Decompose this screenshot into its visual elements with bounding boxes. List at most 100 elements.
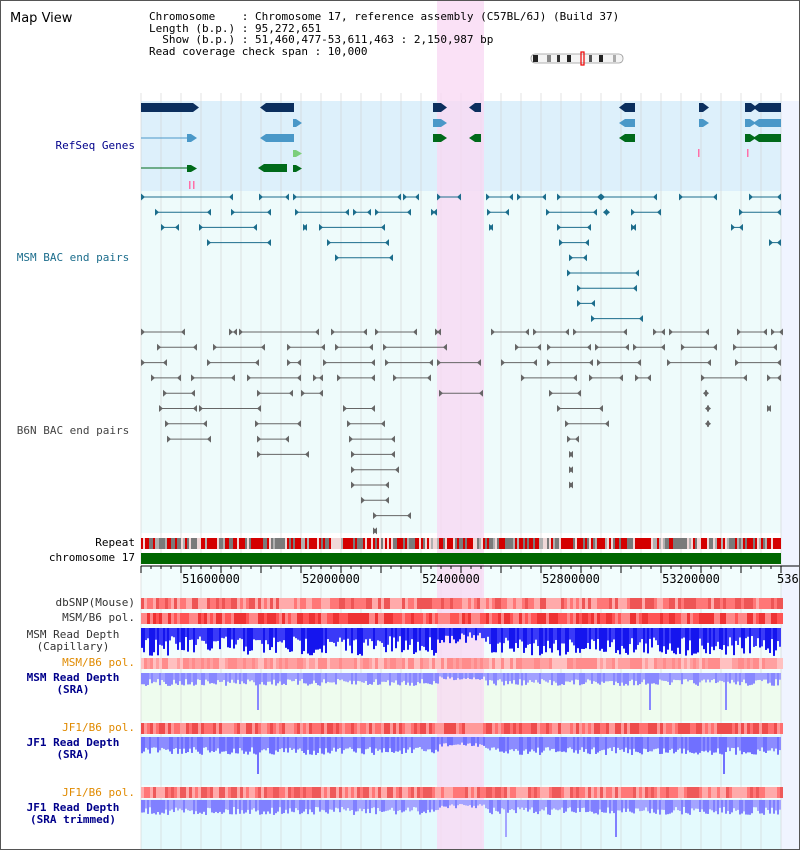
polymorphism-cell — [177, 658, 180, 669]
repeat-element — [255, 538, 257, 549]
polymorphism-cell — [222, 613, 225, 624]
bac-end — [567, 269, 571, 277]
read-depth-bar — [615, 673, 617, 682]
read-depth-bar — [475, 673, 477, 680]
repeat-element — [485, 538, 487, 549]
polymorphism-cell — [147, 598, 150, 609]
track-label-msm-bac[interactable]: MSM BAC end pairs — [16, 251, 130, 264]
repeat-element — [547, 538, 549, 549]
polymorphism-cell — [207, 723, 210, 734]
track-label-refseq[interactable]: RefSeq Genes — [55, 139, 135, 152]
read-depth-bar — [667, 673, 669, 682]
polymorphism-cell — [321, 613, 324, 624]
read-depth-bar — [427, 673, 429, 684]
repeat-element — [553, 538, 555, 549]
bac-end — [569, 481, 573, 489]
polymorphism-cell — [234, 787, 237, 798]
bac-end — [767, 405, 771, 412]
read-depth-bar — [415, 628, 417, 653]
read-depth-bar — [381, 737, 383, 753]
polymorphism-cell — [249, 658, 252, 669]
track-label-repeat[interactable]: Repeat — [95, 536, 135, 549]
polymorphism-cell — [666, 723, 669, 734]
polymorphism-cell — [300, 598, 303, 609]
polymorphism-cell — [588, 723, 591, 734]
track-label-dbsnp[interactable]: dbSNP(Mouse) — [55, 596, 135, 609]
polymorphism-cell — [750, 787, 753, 798]
read-depth-bar — [167, 628, 169, 656]
read-depth-bar — [559, 737, 561, 752]
read-depth-bar — [337, 628, 339, 642]
chromosome-info: Chromosome : Chromosome 17, reference as… — [149, 10, 620, 23]
polymorphism-cell — [729, 598, 732, 609]
track-label-jf1-b6-pol-trimmed[interactable]: JF1/B6 pol. — [62, 786, 135, 799]
read-depth-bar — [321, 628, 323, 653]
repeat-element — [237, 538, 239, 549]
polymorphism-cell — [345, 787, 348, 798]
repeat-element — [669, 538, 671, 549]
track-label-msm-depth-capillary[interactable]: MSM Read Depth (Capillary) — [26, 628, 120, 653]
track-label-msm-b6-pol[interactable]: MSM/B6 pol. — [62, 611, 135, 624]
repeat-element — [185, 538, 187, 549]
track-label-b6n-bac[interactable]: B6N BAC end pairs — [16, 424, 130, 437]
bac-end — [569, 450, 573, 458]
repeat-element — [275, 538, 277, 549]
bac-end — [371, 359, 375, 367]
repeat-element — [395, 538, 397, 549]
polymorphism-cell — [561, 658, 564, 669]
polymorphism-cell — [294, 613, 297, 624]
polymorphism-cell — [762, 723, 765, 734]
polymorphism-cell — [150, 787, 153, 798]
polymorphism-cell — [519, 787, 522, 798]
polymorphism-cell — [690, 723, 693, 734]
track-label-msm-depth-sra[interactable]: MSM Read Depth (SRA) — [26, 671, 120, 696]
track-label-jf1-depth-sra[interactable]: JF1 Read Depth (SRA) — [26, 736, 120, 761]
polymorphism-cell — [405, 658, 408, 669]
read-depth-bar — [309, 628, 311, 656]
polymorphism-cell — [279, 723, 282, 734]
polymorphism-cell — [675, 723, 678, 734]
repeat-element — [371, 538, 373, 549]
read-depth-bar — [173, 673, 175, 680]
polymorphism-cell — [531, 658, 534, 669]
read-depth-bar — [399, 673, 401, 686]
read-depth-bar — [467, 737, 469, 744]
read-depth-bar — [701, 628, 703, 646]
polymorphism-cell — [693, 613, 696, 624]
read-depth-bar — [183, 673, 185, 686]
repeat-element — [635, 538, 637, 549]
polymorphism-cell — [522, 613, 525, 624]
track-label-jf1-depth-trimmed[interactable]: JF1 Read Depth (SRA trimmed) — [26, 801, 120, 826]
read-depth-bar — [143, 800, 145, 813]
polymorphism-cell — [369, 613, 372, 624]
polymorphism-cell — [483, 613, 486, 624]
polymorphism-cell — [303, 598, 306, 609]
polymorphism-cell — [213, 723, 216, 734]
read-depth-bar — [167, 800, 169, 815]
bac-end — [319, 374, 323, 382]
track-label-chromosome[interactable]: chromosome 17 — [48, 551, 135, 564]
read-depth-bar — [749, 800, 751, 815]
polymorphism-cell — [750, 598, 753, 609]
read-depth-bar — [759, 800, 761, 814]
repeat-element — [363, 538, 365, 549]
polymorphism-cell — [744, 658, 747, 669]
read-depth-bar — [407, 737, 409, 750]
read-depth-bar — [541, 737, 543, 753]
read-depth-bar — [451, 737, 453, 746]
read-depth-bar — [367, 673, 369, 685]
read-depth-bar — [379, 673, 381, 685]
read-depth-bar — [277, 628, 279, 643]
polymorphism-cell — [366, 598, 369, 609]
read-depth-bar — [607, 673, 609, 682]
track-label-jf1-b6-pol[interactable]: JF1/B6 pol. — [62, 721, 135, 734]
polymorphism-cell — [393, 787, 396, 798]
track-label-msm-b6-pol-sra[interactable]: MSM/B6 pol. — [62, 656, 135, 669]
read-depth-bar — [323, 800, 325, 811]
read-depth-bar — [697, 737, 699, 755]
read-depth-bar — [637, 628, 639, 645]
read-depth-bar — [157, 628, 159, 656]
polymorphism-cell — [771, 613, 774, 624]
polymorphism-cell — [771, 787, 774, 798]
